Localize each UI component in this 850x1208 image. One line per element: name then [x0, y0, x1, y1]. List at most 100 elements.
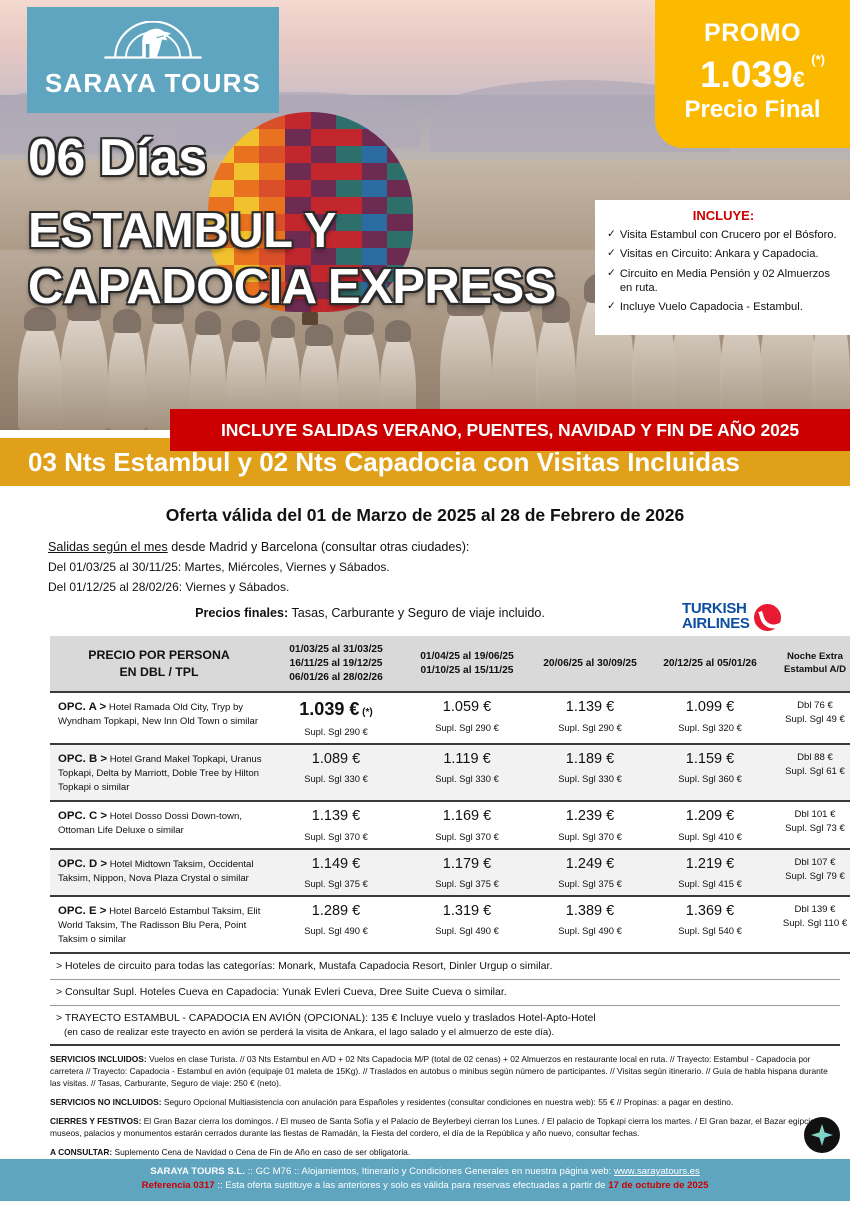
extra-night-dbl: Dbl 107 € — [794, 856, 836, 868]
single-supplement: Supl. Sgl 330 € — [304, 773, 368, 785]
fine-print-paragraph: SERVICIOS NO INCLUIDOS: Seguro Opcional … — [50, 1097, 840, 1109]
airline-line1: TURKISH — [682, 600, 747, 618]
cell-price: 1.169 € Supl. Sgl 370 € — [404, 801, 530, 850]
table-row: OPC. D > Hotel Midtown Taksim, Occidenta… — [50, 848, 850, 898]
header-col-period-1: 01/03/25 al 31/03/25 16/11/25 al 19/12/2… — [268, 636, 404, 694]
footer-line-1: SARAYA TOURS S.L. :: GC M76 :: Alojamien… — [0, 1165, 850, 1179]
departures-line-2: Del 01/12/25 al 28/02/26: Viernes y Sába… — [48, 580, 290, 594]
incluye-item: ✓ Incluye Vuelo Capadocia - Estambul. — [607, 300, 840, 314]
promo-currency: € — [792, 67, 805, 92]
company-logo[interactable]: SARAYA TOURS — [27, 7, 279, 113]
final-prices-rest: Tasas, Carburante y Seguro de viaje incl… — [288, 606, 545, 620]
cell-extra-night: Dbl 88 € Supl. Sgl 61 € — [770, 743, 850, 803]
departures-line-1: Del 01/03/25 al 30/11/25: Martes, Miérco… — [48, 560, 390, 574]
globe-star-shape — [811, 1124, 833, 1146]
cell-price: 1.149 € Supl. Sgl 375 € — [268, 848, 404, 898]
header-col-period-3: 20/06/25 al 30/09/25 — [530, 636, 650, 694]
footer-website-link[interactable]: www.sarayatours.es — [613, 1166, 700, 1177]
check-icon: ✓ — [607, 266, 616, 279]
table-row: OPC. E > Hotel Barceló Estambul Taksim, … — [50, 896, 850, 955]
single-supplement: Supl. Sgl 490 € — [558, 925, 622, 937]
cell-price: 1.179 € Supl. Sgl 375 € — [404, 848, 530, 898]
cell-price: 1.319 € Supl. Sgl 490 € — [404, 896, 530, 955]
table-row: OPC. C > Hotel Dosso Dossi Down-town, Ot… — [50, 801, 850, 850]
cell-price: 1.389 € Supl. Sgl 490 € — [530, 896, 650, 955]
single-supplement: Supl. Sgl 370 € — [435, 830, 499, 842]
balloon-stripe — [208, 112, 234, 312]
extra-night-dbl: Dbl 76 € — [797, 700, 833, 712]
cell-hotels: OPC. D > Hotel Midtown Taksim, Occidenta… — [50, 848, 268, 898]
incluye-title: INCLUYE: — [692, 208, 755, 223]
cell-extra-night: Dbl 101 € Supl. Sgl 73 € — [770, 801, 850, 850]
price-value: 1.169 € — [442, 808, 492, 825]
logo-text: SARAYA TOURS — [44, 68, 262, 98]
incluye-item: ✓ Circuito en Media Pensión y 02 Almuerzo… — [607, 267, 840, 296]
airline-name: TURKISH AIRLINES — [682, 600, 750, 631]
single-supplement: Supl. Sgl 490 € — [304, 925, 368, 937]
fine-print-heading: CIERRES Y FESTIVOS: — [50, 1115, 142, 1126]
hero-days-title: 06 Días — [28, 129, 207, 187]
fine-print-text: Vuelos en clase Turista. // 03 Nts Estam… — [50, 1053, 828, 1088]
horse-arch-logo-icon — [104, 21, 202, 59]
single-supplement: Supl. Sgl 290 € — [304, 725, 368, 737]
hot-air-balloon — [208, 112, 413, 327]
price-value: 1.179 € — [442, 855, 492, 872]
incluye-box: INCLUYE: ✓ Visita Estambul con Crucero po… — [595, 200, 850, 335]
price-value: 1.209 € — [685, 808, 735, 825]
page-footer: SARAYA TOURS S.L. :: GC M76 :: Alojamien… — [0, 1159, 850, 1201]
hotel-description: OPC. E > Hotel Barceló Estambul Taksim, … — [54, 903, 264, 946]
header-p1-d3: 06/01/26 al 28/02/26 — [289, 671, 383, 683]
cell-hotels: OPC. E > Hotel Barceló Estambul Taksim, … — [50, 896, 268, 955]
cell-price: 1.219 € Supl. Sgl 415 € — [650, 848, 770, 898]
balloon-basket — [302, 312, 318, 325]
header-main-line1: PRECIO POR PERSONA — [88, 648, 230, 663]
header-extra-line1: Noche Extra — [787, 650, 843, 662]
cell-extra-night: Dbl 76 € Supl. Sgl 49 € — [770, 692, 850, 745]
price-value: 1.139 € — [311, 808, 361, 825]
header-p2-d1: 01/04/25 al 19/06/25 — [420, 650, 514, 662]
extra-night-supplement: Supl. Sgl 49 € — [785, 714, 845, 726]
hotel-description: OPC. D > Hotel Midtown Taksim, Occidenta… — [54, 856, 264, 886]
single-supplement: Supl. Sgl 375 € — [304, 878, 368, 890]
note-text: > Hoteles de circuito para todas las cat… — [56, 960, 553, 973]
hero-title-line1: ESTAMBUL Y — [28, 204, 337, 258]
price-value: 1.289 € — [311, 903, 361, 920]
content-body: Oferta válida del 01 de Marzo de 2025 al… — [0, 492, 850, 1208]
incluye-item-text: Visitas en Circuito: Ankara y Capadocia. — [619, 248, 819, 261]
price-asterisk: (*) — [359, 707, 373, 719]
option-code: OPC. B > — [58, 752, 108, 765]
cell-hotels: OPC. B > Hotel Grand Makel Topkapi, Uran… — [50, 743, 268, 803]
fine-print-text: Seguro Opcional Multiasistencia con anul… — [161, 1096, 734, 1107]
price-value: 1.249 € — [565, 855, 615, 872]
single-supplement: Supl. Sgl 370 € — [558, 830, 622, 842]
single-supplement: Supl. Sgl 320 € — [678, 721, 742, 733]
cell-price: 1.239 € Supl. Sgl 370 € — [530, 801, 650, 850]
fine-print-text: Suplemento Cena de Navidad o Cena de Fin… — [112, 1146, 411, 1157]
fine-print-heading: SERVICIOS NO INCLUIDOS: — [50, 1096, 162, 1107]
balloon-stripe — [259, 112, 285, 312]
footer-date: 17 de octubre de 2025 — [608, 1180, 709, 1192]
cell-price: 1.249 € Supl. Sgl 375 € — [530, 848, 650, 898]
balloon-stripe — [336, 112, 362, 312]
cell-price: 1.099 € Supl. Sgl 320 € — [650, 692, 770, 745]
price-value: 1.369 € — [685, 903, 735, 920]
departures-block: Salidas según el mes desde Madrid y Barc… — [0, 540, 850, 594]
gold-banner: 03 Nts Estambul y 02 Nts Capadocia con V… — [0, 438, 850, 486]
rock-pillar — [108, 309, 146, 430]
hotel-names: Hotel Grand Makel Topkapi, Uranus Topkap… — [58, 753, 262, 793]
extra-night-supplement: Supl. Sgl 79 € — [785, 870, 845, 882]
price-value: 1.159 € — [685, 750, 735, 767]
fine-print-paragraph: A CONSULTAR: Suplemento Cena de Navidad … — [50, 1147, 840, 1159]
price-value: 1.149 € — [311, 855, 361, 872]
departures-lead-rest: desde Madrid y Barcelona (consultar otra… — [167, 540, 470, 554]
check-icon: ✓ — [607, 228, 616, 240]
hero-title-line2: CAPADOCIA EXPRESS — [28, 260, 556, 314]
extra-night-dbl: Dbl 101 € — [794, 809, 836, 821]
fine-print-heading: A CONSULTAR: — [50, 1146, 113, 1157]
price-value: 1.219 € — [685, 855, 735, 872]
price-table: PRECIO POR PERSONA EN DBL / TPL 01/03/25… — [50, 636, 850, 955]
promo-price-value: 1.039 — [700, 54, 793, 95]
note-row: > TRAYECTO ESTAMBUL - CAPADOCIA EN AVIÓN… — [50, 1006, 840, 1046]
check-icon: ✓ — [607, 300, 616, 313]
hotel-names: Hotel Barceló Estambul Taksim, Elit Worl… — [58, 906, 261, 945]
